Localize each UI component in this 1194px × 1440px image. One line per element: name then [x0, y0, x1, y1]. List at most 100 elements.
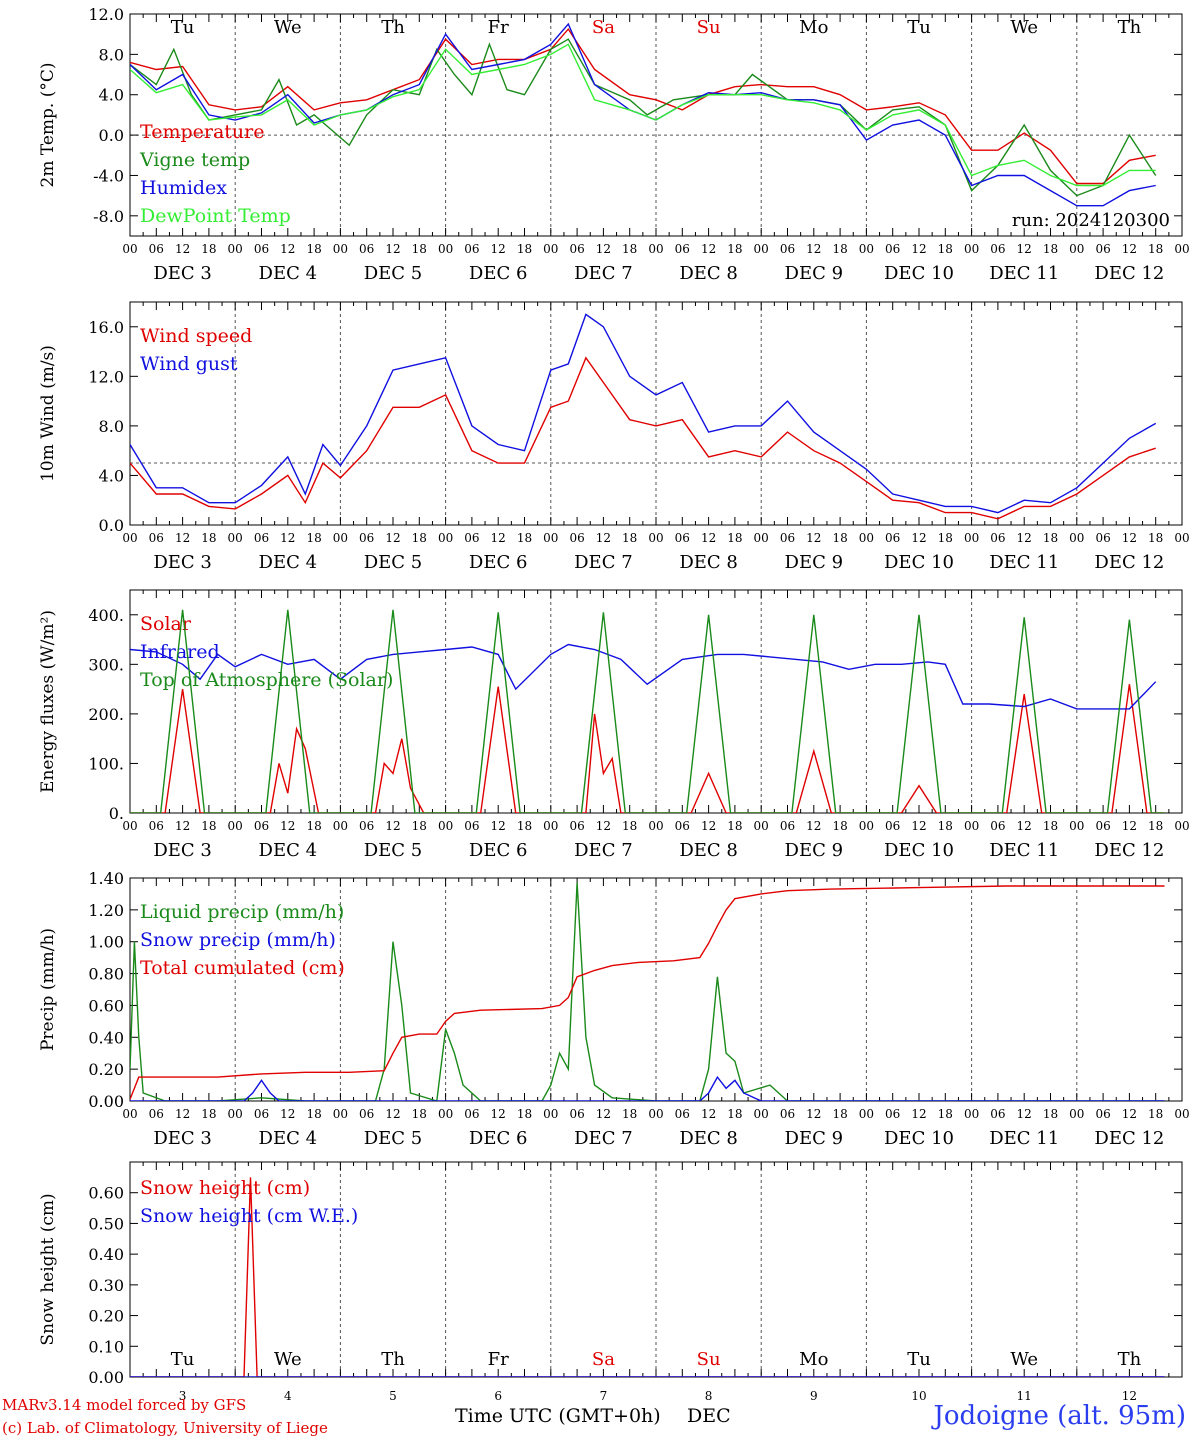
y-tick-label: 0.40 — [88, 1028, 124, 1047]
hour-tick-label: 06 — [885, 1107, 900, 1121]
day-number-label: 7 — [600, 1389, 608, 1403]
day-label: DEC 6 — [469, 263, 528, 284]
weekday-label: We — [1010, 1349, 1038, 1370]
hour-tick-label: 00 — [1069, 242, 1084, 256]
y-tick-label: -4.0 — [93, 166, 124, 185]
hour-tick-label: 12 — [806, 242, 821, 256]
legend-entry: DewPoint Temp — [140, 205, 291, 227]
weekday-label: Fr — [488, 17, 509, 38]
hour-tick-label: 12 — [701, 242, 716, 256]
hour-tick-label: 12 — [175, 1107, 190, 1121]
hour-tick-label: 00 — [333, 531, 348, 545]
hour-tick-label: 12 — [280, 531, 295, 545]
hour-tick-label: 12 — [385, 242, 400, 256]
day-label: DEC 4 — [259, 1128, 318, 1149]
day-number-label: 10 — [911, 1389, 926, 1403]
hour-tick-label: 06 — [254, 531, 269, 545]
legend-entry: Wind speed — [140, 325, 252, 347]
y-tick-label: 0.0 — [99, 126, 124, 145]
hour-tick-label: 18 — [832, 531, 847, 545]
legend-entry: Humidex — [140, 177, 227, 199]
day-label: DEC 10 — [884, 263, 954, 284]
y-tick-label: 300. — [88, 655, 124, 674]
legend-entry: Total cumulated (cm) — [140, 957, 345, 979]
hour-tick-label: 00 — [1174, 819, 1189, 833]
hour-tick-label: 00 — [964, 1107, 979, 1121]
hour-tick-label: 00 — [859, 1107, 874, 1121]
hour-tick-label: 06 — [885, 531, 900, 545]
hour-tick-label: 18 — [622, 819, 637, 833]
hour-tick-label: 18 — [938, 242, 953, 256]
legend-entry: Snow height (cm W.E.) — [140, 1205, 358, 1227]
weekday-label: Tu — [907, 1349, 931, 1370]
station-name: Jodoigne (alt. 95m) — [933, 1401, 1186, 1431]
hour-tick-label: 12 — [175, 531, 190, 545]
y-axis-label: 10m Wind (m/s) — [38, 345, 58, 482]
hour-tick-label: 06 — [990, 242, 1005, 256]
hour-tick-label: 06 — [675, 1107, 690, 1121]
day-label: DEC 7 — [574, 263, 633, 284]
weekday-label: Tu — [907, 17, 931, 38]
day-label: DEC 8 — [679, 552, 738, 573]
hour-tick-label: 18 — [1043, 242, 1058, 256]
hour-tick-label: 18 — [201, 1107, 216, 1121]
day-label: DEC 12 — [1094, 840, 1164, 861]
hour-tick-label: 06 — [780, 1107, 795, 1121]
y-tick-label: 400. — [88, 606, 124, 625]
hour-tick-label: 00 — [438, 1107, 453, 1121]
series-line-wind-speed — [130, 356, 1156, 520]
panel-3: 400. 300. 200. 100. 0. Energy fluxes (W/m²) 00… — [38, 589, 1190, 861]
y-tick-label: 0.60 — [88, 996, 124, 1015]
legend-entry: Wind gust — [140, 353, 238, 375]
hour-tick-label: 00 — [859, 819, 874, 833]
hour-tick-label: 00 — [648, 242, 663, 256]
hour-tick-label: 12 — [911, 242, 926, 256]
y-tick-label: 1.40 — [88, 869, 124, 888]
hour-tick-label: 18 — [201, 819, 216, 833]
hour-tick-label: 06 — [359, 531, 374, 545]
y-tick-label: 0.00 — [88, 1368, 124, 1387]
y-tick-label: 1.20 — [88, 901, 124, 920]
hour-tick-label: 06 — [254, 819, 269, 833]
hour-tick-label: 00 — [964, 819, 979, 833]
y-tick-label: 8.0 — [99, 417, 124, 436]
hour-tick-label: 12 — [701, 819, 716, 833]
weekday-label: Tu — [171, 1349, 195, 1370]
plot-frame — [129, 301, 1183, 526]
hour-tick-label: 00 — [122, 1107, 137, 1121]
hour-tick-label: 00 — [964, 242, 979, 256]
day-label: DEC 12 — [1094, 552, 1164, 573]
hour-tick-label: 18 — [1043, 819, 1058, 833]
day-label: DEC 7 — [574, 1128, 633, 1149]
hour-tick-label: 06 — [359, 819, 374, 833]
day-label: DEC 12 — [1094, 263, 1164, 284]
hour-tick-label: 06 — [149, 242, 164, 256]
hour-tick-label: 18 — [938, 819, 953, 833]
hour-tick-label: 00 — [228, 819, 243, 833]
hour-tick-label: 12 — [596, 242, 611, 256]
weekday-label: Th — [381, 17, 405, 38]
day-label: DEC 12 — [1094, 1128, 1164, 1149]
hour-tick-label: 12 — [385, 819, 400, 833]
hour-tick-label: 18 — [1148, 242, 1163, 256]
hour-tick-label: 00 — [648, 1107, 663, 1121]
hour-tick-label: 12 — [1017, 1107, 1032, 1121]
hour-tick-label: 18 — [517, 819, 532, 833]
weekday-label: Mo — [799, 1349, 828, 1370]
hour-tick-label: 06 — [1095, 531, 1110, 545]
day-number-label: 11 — [1017, 1389, 1032, 1403]
series-line-snow-precip-mm-h- — [130, 1075, 1165, 1101]
hour-tick-label: 00 — [543, 242, 558, 256]
day-label: DEC 8 — [679, 1128, 738, 1149]
series-line-infrared — [130, 643, 1157, 710]
hour-tick-label: 12 — [1122, 242, 1137, 256]
y-tick-label: 12.0 — [88, 5, 124, 24]
hour-tick-label: 12 — [701, 531, 716, 545]
hour-tick-label: 06 — [359, 1107, 374, 1121]
day-label: DEC 11 — [989, 552, 1059, 573]
hour-tick-label: 12 — [385, 531, 400, 545]
hour-tick-label: 06 — [464, 819, 479, 833]
hour-tick-label: 18 — [1043, 531, 1058, 545]
panel-5: 0.60 0.50 0.40 0.30 0.20 0.10 0.00 Snow height … — [38, 1161, 1183, 1403]
hour-tick-label: 06 — [569, 531, 584, 545]
